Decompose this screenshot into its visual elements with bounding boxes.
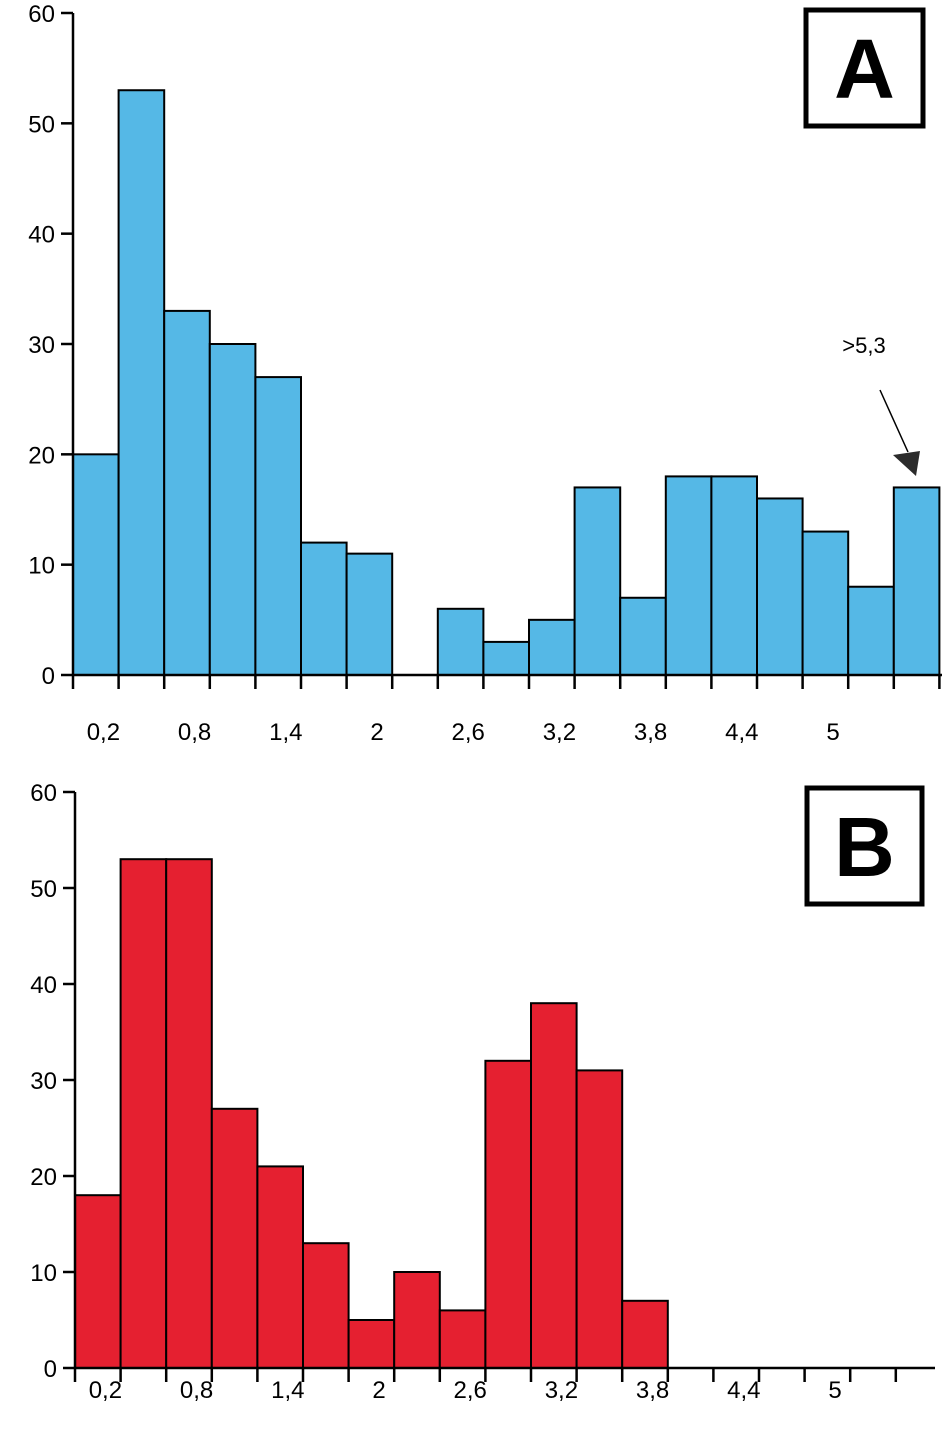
histogram-bar — [482, 640, 530, 677]
histogram-bar — [74, 1194, 122, 1369]
histogram-bar — [393, 1271, 441, 1369]
y-tick-label: 30 — [30, 1068, 57, 1095]
histogram-bar — [256, 1165, 304, 1370]
annotation-arrow-line — [879, 389, 909, 453]
histogram-bar — [756, 497, 804, 677]
histogram-bar — [575, 1069, 624, 1370]
histogram-bar — [801, 530, 850, 676]
panel-label: A — [834, 22, 895, 116]
histogram-bar — [300, 541, 348, 676]
x-tick-label: 2,6 — [454, 1377, 487, 1404]
annotation-label: >5,3 — [842, 333, 885, 358]
y-tick-label: 40 — [28, 222, 55, 249]
histogram-bar — [436, 607, 485, 676]
x-tick-label: 5 — [826, 719, 839, 746]
histogram-bar — [210, 1107, 259, 1370]
histogram-bar — [72, 453, 120, 677]
histogram-bar — [530, 1002, 578, 1369]
histogram-bar — [347, 1319, 396, 1369]
y-tick-label: 20 — [30, 1164, 57, 1191]
y-tick-label: 40 — [30, 972, 57, 999]
x-tick-label: 0,8 — [178, 719, 211, 746]
x-tick-label: 0,8 — [180, 1377, 213, 1404]
histogram-bar — [621, 1299, 669, 1370]
panel-label: B — [834, 800, 895, 894]
histogram-bar — [484, 1059, 532, 1370]
x-tick-label: 3,8 — [636, 1377, 669, 1404]
x-tick-label: 0,2 — [89, 1377, 122, 1404]
histogram-bar — [892, 486, 941, 676]
histogram-bar — [254, 376, 302, 676]
x-tick-label: 2,6 — [452, 719, 485, 746]
x-tick-label: 3,2 — [543, 719, 576, 746]
panel-label-box — [804, 785, 925, 907]
histogram-bar — [619, 596, 667, 676]
annotation-arrowhead — [893, 451, 920, 476]
y-tick-label: 50 — [28, 111, 55, 138]
histogram-bar — [119, 858, 168, 1369]
y-tick-label: 0 — [42, 663, 55, 690]
histogram-bar — [302, 1242, 350, 1369]
y-tick-label: 60 — [30, 780, 57, 807]
chart-panel-a: 0 10 20 30 40 50 60 0,2 0,8 1,4 2 2,6 3,2 3,8 4,4 5 A >5,… — [28, 1, 942, 746]
x-tick-label: 3,8 — [634, 719, 667, 746]
x-tick-label: 4,4 — [725, 719, 758, 746]
histogram-bar — [573, 486, 622, 676]
histogram-bar — [528, 618, 576, 676]
x-tick-label: 4,4 — [727, 1377, 760, 1404]
histogram-bar — [117, 89, 166, 676]
y-tick-label: 10 — [30, 1260, 57, 1287]
histogram-bar — [847, 585, 895, 677]
x-tick-label: 5 — [828, 1377, 841, 1404]
histogram-bar — [163, 309, 211, 676]
y-tick-label: 20 — [28, 442, 55, 469]
x-tick-label: 0,2 — [87, 719, 120, 746]
x-tick-label: 1,4 — [271, 1377, 304, 1404]
histogram-bar — [664, 475, 713, 676]
x-tick-label: 2 — [370, 719, 383, 746]
histogram-bar — [345, 552, 394, 677]
x-tick-label: 1,4 — [269, 719, 302, 746]
x-tick-label: 3,2 — [545, 1377, 578, 1404]
histogram-bar — [165, 858, 213, 1369]
y-tick-label: 50 — [30, 876, 57, 903]
y-tick-label: 10 — [28, 553, 55, 580]
y-tick-label: 0 — [44, 1356, 57, 1383]
chart-panel-b: 0 10 20 30 40 50 60 0,2 0,8 1,4 2 2,6 3,2 3,8 4,4 5 B — [30, 780, 935, 1404]
panel-label-box — [803, 7, 926, 129]
histogram-bar — [438, 1309, 487, 1370]
histogram-bar — [710, 475, 759, 676]
histogram-bar — [208, 343, 257, 676]
x-tick-label: 2 — [372, 1377, 385, 1404]
y-tick-label: 30 — [28, 332, 55, 359]
y-tick-label: 60 — [28, 1, 55, 28]
